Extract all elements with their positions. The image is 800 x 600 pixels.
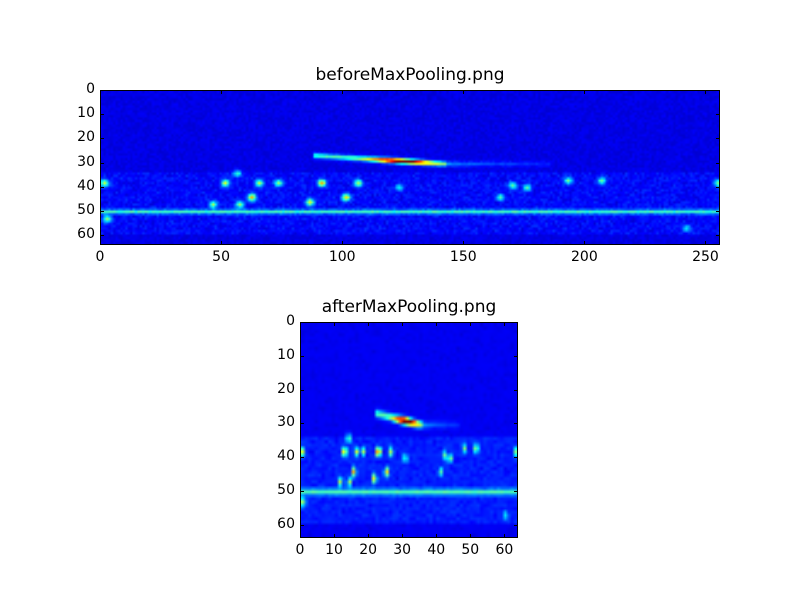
x-tick-mark [504,534,506,538]
x-tick-mark [300,534,301,538]
x-tick-mark [100,90,101,94]
x-tick-mark [584,241,586,245]
y-tick-mark [300,490,304,492]
x-tick-mark [402,322,404,326]
x-tick-label: 60 [495,542,514,558]
y-tick-mark [514,457,518,458]
x-tick-label: 0 [95,249,105,265]
y-tick-mark [100,114,104,116]
y-tick-label: 40 [77,177,95,194]
y-tick-mark [716,186,720,188]
y-tick-mark [716,235,720,237]
y-tick-label: 60 [277,515,295,532]
x-tick-mark [436,322,438,326]
x-tick-mark [334,322,336,326]
x-tick-mark [705,90,707,94]
y-tick-mark [100,211,104,213]
x-tick-mark [342,241,344,245]
x-tick-label: 100 [328,249,356,265]
y-tick-mark [716,211,720,213]
y-tick-mark [300,457,304,458]
y-tick-mark [100,138,104,140]
x-tick-mark [402,534,404,538]
y-tick-mark [100,90,104,91]
y-tick-mark [100,162,104,164]
x-tick-mark [504,322,506,326]
x-tick-label: 50 [212,249,231,265]
x-tick-mark [221,241,223,245]
y-tick-label: 40 [277,448,295,464]
x-tick-mark [368,322,370,326]
x-tick-label: 30 [393,542,412,558]
x-tick-mark [470,534,472,538]
x-tick-label: 0 [295,542,305,558]
y-tick-label: 20 [77,129,95,146]
y-tick-label: 60 [77,226,95,243]
x-tick-mark [221,90,223,94]
y-tick-label: 20 [277,380,295,397]
y-tick-mark [300,389,304,391]
y-tick-label: 30 [277,414,295,431]
y-tick-mark [716,138,720,140]
chart-title-after: afterMaxPooling.png [321,297,497,317]
heatmap-after [301,323,517,537]
y-tick-mark [100,235,104,237]
x-tick-mark [436,534,438,538]
x-tick-mark [470,322,472,326]
x-tick-mark [584,90,586,94]
y-tick-label: 10 [77,105,95,122]
y-tick-mark [514,322,518,323]
axes-after [300,322,518,538]
y-tick-label: 50 [277,481,295,498]
x-tick-label: 50 [461,542,480,558]
y-tick-label: 0 [86,81,95,97]
x-tick-mark [342,90,344,94]
axes-before [100,90,720,245]
x-tick-mark [334,534,336,538]
y-tick-mark [514,423,518,425]
y-tick-mark [716,162,720,164]
x-tick-mark [368,534,370,538]
x-tick-label: 20 [359,542,378,558]
x-tick-mark [463,90,465,94]
y-tick-mark [716,90,720,91]
heatmap-before [101,91,719,244]
y-tick-mark [514,355,518,357]
y-tick-mark [300,355,304,357]
y-tick-mark [514,490,518,492]
y-tick-mark [514,524,518,526]
x-tick-label: 10 [325,542,343,558]
x-tick-label: 250 [692,249,719,265]
chart-title-before: beforeMaxPooling.png [315,65,505,85]
x-tick-label: 200 [571,249,598,265]
y-tick-label: 30 [77,153,95,170]
y-tick-mark [716,114,720,116]
x-tick-mark [300,322,301,326]
y-tick-label: 50 [77,202,95,219]
x-tick-label: 40 [427,542,446,558]
y-tick-mark [300,423,304,425]
y-tick-mark [300,322,304,323]
x-tick-mark [705,241,707,245]
x-tick-mark [100,241,101,245]
x-tick-mark [463,241,465,245]
y-tick-label: 0 [286,313,295,329]
y-tick-mark [514,389,518,391]
y-tick-mark [300,524,304,526]
x-tick-label: 150 [449,249,477,265]
y-tick-mark [100,186,104,188]
y-tick-label: 10 [277,346,295,363]
